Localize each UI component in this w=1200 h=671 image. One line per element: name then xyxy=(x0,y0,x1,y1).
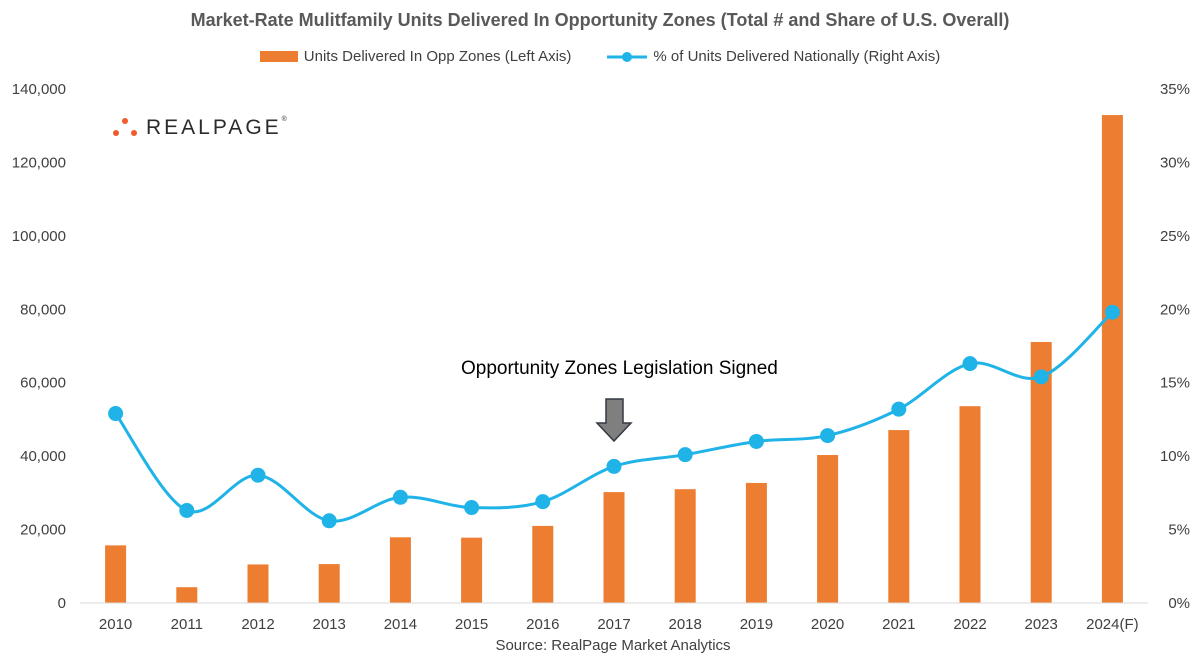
x-tick-label: 2011 xyxy=(171,616,203,633)
point-2015 xyxy=(464,500,480,516)
x-tick-label: 2013 xyxy=(313,616,346,633)
legend-bar-swatch xyxy=(259,51,298,62)
annotation-arrow-icon xyxy=(595,398,633,443)
bar-2019 xyxy=(745,482,767,603)
left-axis: 0 20,000 40,000 60,000 80,000 100,000 120,000 1… xyxy=(12,81,66,612)
x-tick-label: 2020 xyxy=(811,616,844,633)
bar-2016 xyxy=(532,525,554,603)
x-tick-label: 2017 xyxy=(597,616,630,633)
right-tick-label: 30% xyxy=(1160,154,1190,171)
x-tick-label: 2012 xyxy=(241,616,274,633)
bar-2024(F) xyxy=(1101,115,1123,604)
right-axis: 0% 5% 10% 15% 20% 25% 30% 35% xyxy=(1160,81,1190,612)
point-2023 xyxy=(1033,369,1049,385)
x-tick-label: 2014 xyxy=(384,616,417,633)
x-tick-label: 2023 xyxy=(1025,616,1058,633)
point-2022 xyxy=(962,356,978,372)
left-tick-label: 40,000 xyxy=(20,448,66,465)
point-2013 xyxy=(321,513,337,529)
right-tick-label: 35% xyxy=(1160,81,1190,98)
bar-2014 xyxy=(389,537,411,603)
source-note: Source: RealPage Market Analytics xyxy=(495,637,731,654)
bar-2020 xyxy=(817,455,839,603)
bar-2011 xyxy=(176,587,198,603)
x-tick-label: 2024(F) xyxy=(1086,616,1139,633)
x-tick-label: 2018 xyxy=(669,616,702,633)
legend-item-bars: Units Delivered In Opp Zones (Left Axis) xyxy=(259,48,572,65)
left-tick-label: 140,000 xyxy=(12,81,66,98)
point-2020 xyxy=(820,428,836,444)
point-2018 xyxy=(677,447,693,463)
x-tick-label: 2019 xyxy=(740,616,773,633)
left-tick-label: 80,000 xyxy=(20,301,66,318)
bar-2013 xyxy=(318,564,340,603)
point-2010 xyxy=(108,406,124,422)
right-tick-label: 15% xyxy=(1160,375,1190,392)
right-tick-label: 0% xyxy=(1168,595,1190,612)
point-2011 xyxy=(179,502,195,518)
point-2014 xyxy=(392,489,408,505)
right-tick-label: 10% xyxy=(1160,448,1190,465)
bar-2018 xyxy=(674,489,696,603)
bar-2023 xyxy=(1030,341,1052,603)
x-tick-label: 2016 xyxy=(526,616,559,633)
x-tick-label: 2015 xyxy=(455,616,488,633)
x-tick-label: 2010 xyxy=(99,616,132,633)
point-2021 xyxy=(891,401,907,417)
left-tick-label: 20,000 xyxy=(20,522,66,539)
x-tick-label: 2021 xyxy=(882,616,915,633)
legend-line-swatch xyxy=(607,51,648,62)
left-tick-label: 0 xyxy=(58,595,66,612)
point-2017 xyxy=(606,458,622,474)
right-tick-label: 20% xyxy=(1160,301,1190,318)
point-2019 xyxy=(748,433,764,449)
right-tick-label: 25% xyxy=(1160,228,1190,245)
chart-title: Market-Rate Mulitfamily Units Delivered … xyxy=(190,10,1010,30)
left-tick-label: 120,000 xyxy=(12,154,66,171)
legend-item-line: % of Units Delivered Nationally (Right A… xyxy=(607,48,940,65)
bar-2015 xyxy=(461,537,483,603)
legend: Units Delivered In Opp Zones (Left Axis)… xyxy=(0,48,1200,65)
bar-2022 xyxy=(959,406,981,603)
realpage-dots-icon xyxy=(113,118,137,136)
point-2016 xyxy=(535,494,551,510)
left-tick-label: 60,000 xyxy=(20,375,66,392)
point-2024(F) xyxy=(1104,304,1120,320)
right-tick-label: 5% xyxy=(1168,522,1190,539)
x-tick-label: 2022 xyxy=(953,616,986,633)
bar-2017 xyxy=(603,492,625,603)
point-2012 xyxy=(250,467,266,483)
legend-bar-label: Units Delivered In Opp Zones (Left Axis) xyxy=(303,48,572,65)
x-axis: 2010 2011 2012 2013 2014 2015 2016 2017 2018 2019… xyxy=(99,616,1139,633)
realpage-logo-text: REALPAGE® xyxy=(146,116,290,139)
realpage-logo: REALPAGE® xyxy=(112,116,290,140)
bar-2012 xyxy=(247,564,269,603)
percent-points xyxy=(108,304,1120,529)
bar-series xyxy=(105,115,1123,604)
annotation-text: Opportunity Zones Legislation Signed xyxy=(461,358,778,379)
legend-line-label: % of Units Delivered Nationally (Right A… xyxy=(653,48,941,65)
bar-2010 xyxy=(105,545,127,603)
left-tick-label: 100,000 xyxy=(12,228,66,245)
bar-2021 xyxy=(888,430,910,603)
